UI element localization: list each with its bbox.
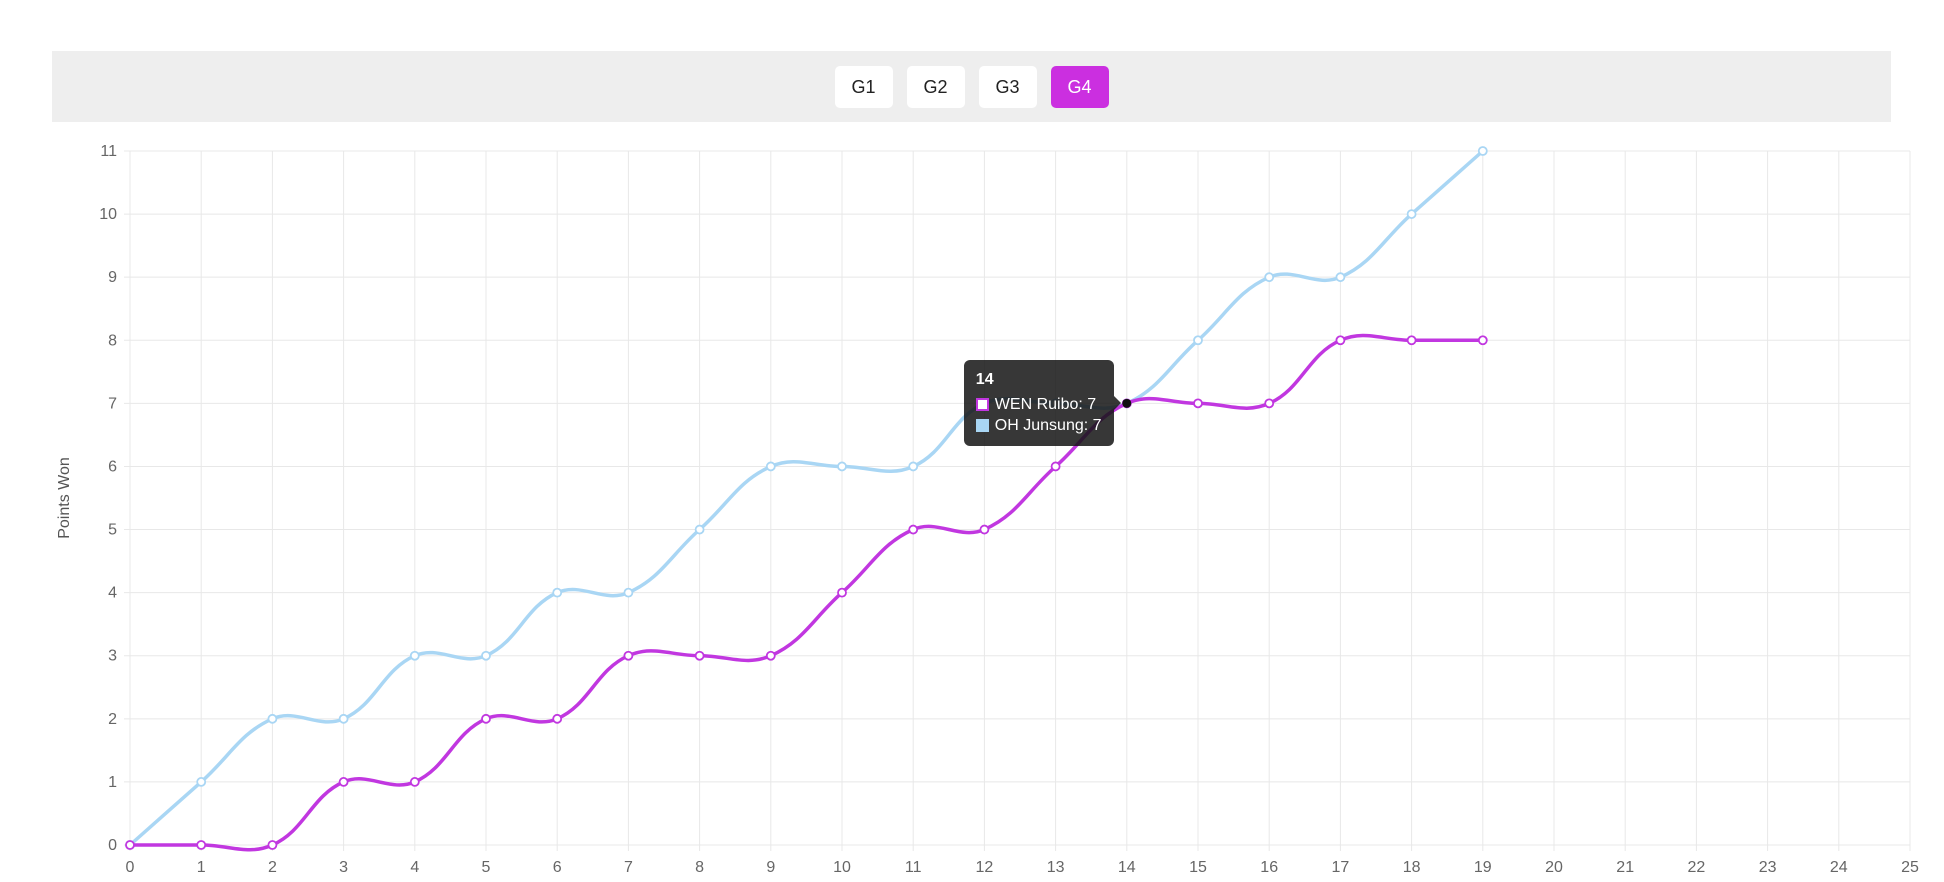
data-point-oh-junsung-7[interactable] xyxy=(623,587,634,598)
x-tick-label: 14 xyxy=(1118,859,1136,876)
tooltip-row-text: WEN Ruibo: 7 xyxy=(994,396,1097,414)
y-tick-label: 9 xyxy=(108,269,117,286)
data-point-oh-junsung-15[interactable] xyxy=(1193,335,1203,346)
data-point-oh-junsung-19[interactable] xyxy=(1477,146,1488,156)
y-tick-label: 6 xyxy=(108,458,117,475)
series-line-oh-junsung xyxy=(128,149,1485,847)
data-point-wen-ruibo-9[interactable] xyxy=(765,650,776,661)
data-point-wen-ruibo-12[interactable] xyxy=(979,524,990,535)
x-tick-label: 19 xyxy=(1474,859,1492,876)
data-point-oh-junsung-8[interactable] xyxy=(694,524,705,535)
game-tab-g4[interactable]: G4 xyxy=(1050,65,1109,108)
data-point-wen-ruibo-2[interactable] xyxy=(267,840,278,850)
data-point-wen-ruibo-4[interactable] xyxy=(409,777,420,787)
data-point-wen-ruibo-3[interactable] xyxy=(338,777,349,787)
data-point-oh-junsung-17[interactable] xyxy=(1335,272,1346,283)
x-tick-label: 17 xyxy=(1332,859,1350,876)
data-point-oh-junsung-1[interactable] xyxy=(196,777,207,787)
x-tick-label: 22 xyxy=(1688,859,1706,876)
x-tick-label: 24 xyxy=(1830,859,1848,876)
chart-tooltip: 14 WEN Ruibo: 7 OH Junsung: 7 xyxy=(963,360,1121,447)
x-tick-label: 5 xyxy=(482,859,491,876)
data-point-oh-junsung-5[interactable] xyxy=(481,650,491,661)
y-tick-label: 0 xyxy=(108,837,117,854)
y-tick-label: 8 xyxy=(108,332,117,349)
data-point-wen-ruibo-18[interactable] xyxy=(1406,335,1417,346)
data-point-wen-ruibo-16[interactable] xyxy=(1264,398,1275,409)
active-data-point[interactable] xyxy=(1122,398,1132,408)
x-tick-label: 0 xyxy=(126,859,135,876)
game-tab-g1[interactable]: G1 xyxy=(834,65,893,108)
series-color-box-wen-ruibo xyxy=(975,398,989,412)
series-line-wen-ruibo xyxy=(128,333,1485,852)
data-point-wen-ruibo-10[interactable] xyxy=(837,587,847,598)
data-point-wen-ruibo-19[interactable] xyxy=(1477,335,1488,346)
data-point-wen-ruibo-17[interactable] xyxy=(1335,335,1346,346)
x-tick-label: 3 xyxy=(339,859,348,876)
tooltip-row: OH Junsung: 7 xyxy=(975,415,1102,436)
x-tick-label: 18 xyxy=(1403,859,1421,876)
x-tick-label: 9 xyxy=(766,859,775,876)
tooltip-row: WEN Ruibo: 7 xyxy=(975,394,1102,415)
game-tab-g2[interactable]: G2 xyxy=(906,65,965,108)
data-point-wen-ruibo-15[interactable] xyxy=(1193,398,1203,409)
x-tick-label: 2 xyxy=(268,859,277,876)
data-point-wen-ruibo-8[interactable] xyxy=(694,650,705,661)
y-tick-label: 1 xyxy=(108,774,117,791)
data-point-oh-junsung-6[interactable] xyxy=(552,587,563,598)
x-tick-label: 8 xyxy=(695,859,704,876)
x-tick-label: 10 xyxy=(833,859,851,876)
x-tick-label: 7 xyxy=(624,859,633,876)
data-point-oh-junsung-10[interactable] xyxy=(837,461,847,472)
x-tick-label: 15 xyxy=(1189,859,1207,876)
tooltip-title: 14 xyxy=(975,371,994,389)
data-point-oh-junsung-9[interactable] xyxy=(765,461,776,472)
y-tick-label: 4 xyxy=(108,585,117,602)
tooltip-caret xyxy=(1113,396,1121,411)
data-point-wen-ruibo-5[interactable] xyxy=(481,713,491,724)
data-point-wen-ruibo-6[interactable] xyxy=(552,713,563,724)
data-point-wen-ruibo-13[interactable] xyxy=(1050,461,1061,472)
y-axis-title: Points Won xyxy=(56,457,73,539)
x-tick-label: 25 xyxy=(1901,859,1919,876)
series-color-box-oh-junsung xyxy=(975,419,989,433)
grid xyxy=(124,150,1911,851)
game-selector-toolbar: G1 G2 G3 G4 xyxy=(52,51,1891,122)
y-tick-label: 5 xyxy=(108,522,117,539)
tooltip-row-text: OH Junsung: 7 xyxy=(994,417,1102,435)
data-point-oh-junsung-4[interactable] xyxy=(409,650,420,661)
data-point-wen-ruibo-1[interactable] xyxy=(196,840,207,850)
x-tick-label: 4 xyxy=(410,859,419,876)
data-point-wen-ruibo-7[interactable] xyxy=(623,650,634,661)
x-tick-label: 13 xyxy=(1047,859,1065,876)
x-tick-label: 1 xyxy=(197,859,206,876)
data-point-oh-junsung-18[interactable] xyxy=(1406,209,1417,219)
y-tick-label: 3 xyxy=(108,648,117,665)
x-tick-label: 20 xyxy=(1545,859,1563,876)
x-tick-label: 6 xyxy=(553,859,562,876)
x-tick-label: 23 xyxy=(1759,859,1777,876)
data-point-oh-junsung-16[interactable] xyxy=(1264,272,1275,283)
data-point-oh-junsung-3[interactable] xyxy=(338,713,349,724)
data-point-wen-ruibo-11[interactable] xyxy=(908,524,919,535)
data-point-wen-ruibo-0[interactable] xyxy=(125,840,135,850)
x-tick-label: 11 xyxy=(905,859,922,876)
x-tick-label: 12 xyxy=(976,859,994,876)
y-tick-label: 11 xyxy=(100,143,117,160)
data-point-oh-junsung-11[interactable] xyxy=(908,461,919,472)
y-tick-label: 2 xyxy=(108,711,117,728)
y-tick-label: 10 xyxy=(99,206,117,223)
data-point-oh-junsung-2[interactable] xyxy=(267,713,278,724)
x-tick-label: 16 xyxy=(1260,859,1278,876)
x-tick-label: 21 xyxy=(1616,859,1634,876)
y-tick-label: 7 xyxy=(108,395,117,412)
game-tab-g3[interactable]: G3 xyxy=(978,65,1037,108)
